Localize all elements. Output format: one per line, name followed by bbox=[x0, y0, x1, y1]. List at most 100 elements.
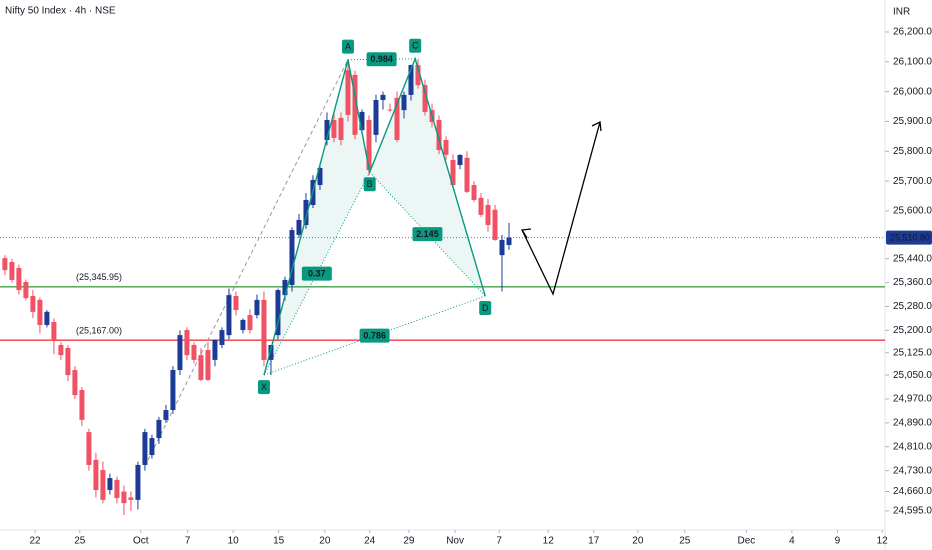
candle-body bbox=[219, 330, 225, 345]
candle-body bbox=[464, 157, 470, 192]
candle-body bbox=[352, 74, 358, 135]
point-box bbox=[409, 38, 422, 53]
currency: INR bbox=[893, 7, 910, 18]
candle-body bbox=[142, 432, 148, 465]
x-tick-label: Oct bbox=[133, 536, 149, 547]
y-tick-label: 26,000.00 bbox=[893, 86, 932, 97]
candle-body bbox=[387, 109, 393, 111]
candle-body bbox=[240, 319, 246, 331]
candle-body bbox=[324, 119, 330, 140]
candle-body bbox=[86, 432, 92, 465]
candle-body bbox=[9, 262, 15, 280]
price-tag-label: 25,510.80 bbox=[890, 232, 930, 242]
x-tick-label: 17 bbox=[588, 536, 600, 547]
candle-body bbox=[457, 154, 463, 166]
arrow-head bbox=[591, 121, 602, 132]
candle-body bbox=[331, 119, 337, 138]
y-tick-label: 24,970.00 bbox=[893, 394, 932, 405]
y-tick-label: 24,810.00 bbox=[893, 441, 932, 452]
candle-body bbox=[261, 299, 267, 360]
ratio-label: 0.786 bbox=[363, 330, 386, 340]
candle-body bbox=[380, 94, 386, 100]
candle-body bbox=[23, 282, 29, 299]
ratio-label: 2.145 bbox=[416, 229, 439, 239]
candle-body bbox=[275, 290, 281, 336]
x-tick-label: 7 bbox=[185, 536, 191, 547]
level-label: (25,167.00) bbox=[76, 326, 122, 336]
candle-body bbox=[443, 139, 449, 155]
candle-body bbox=[114, 479, 120, 499]
candle-body bbox=[100, 470, 106, 500]
candle-body bbox=[303, 199, 309, 226]
x-tick-label: 12 bbox=[543, 536, 555, 547]
candle-body bbox=[107, 478, 113, 491]
ratio-box bbox=[412, 227, 443, 242]
candle-body bbox=[212, 339, 218, 360]
point-box bbox=[363, 177, 376, 192]
x-tick-label: 15 bbox=[273, 536, 285, 547]
projection-arrow bbox=[521, 121, 601, 296]
candle-body bbox=[121, 491, 127, 504]
candle-body bbox=[51, 321, 57, 340]
candle-body bbox=[65, 347, 71, 376]
candle-body bbox=[135, 464, 141, 500]
candle-body bbox=[471, 185, 477, 200]
point-label: B bbox=[367, 179, 373, 189]
y-tick-label: 25,125.00 bbox=[893, 347, 932, 358]
x-tick-label: 25 bbox=[74, 536, 86, 547]
candle-body bbox=[205, 350, 211, 380]
y-tick-label: 25,900.00 bbox=[893, 116, 932, 127]
candle-body bbox=[366, 119, 372, 171]
y-tick-label: 25,700.00 bbox=[893, 176, 932, 187]
candle-body bbox=[163, 410, 169, 420]
candle-body bbox=[422, 85, 428, 112]
point-label: X bbox=[261, 382, 267, 392]
candle-body bbox=[282, 279, 288, 296]
y-tick-label: 25,280.00 bbox=[893, 301, 932, 312]
candle-body bbox=[79, 390, 85, 420]
candle-body bbox=[128, 497, 134, 500]
candle-body bbox=[401, 94, 407, 111]
y-tick-label: 24,660.00 bbox=[893, 486, 932, 497]
level-label: (25,345.95) bbox=[76, 272, 122, 282]
point-box bbox=[257, 380, 270, 395]
y-tick-label: 25,800.00 bbox=[893, 146, 932, 157]
candle-body bbox=[2, 258, 8, 271]
x-tick-label: Nov bbox=[446, 536, 464, 547]
x-tick-label: 20 bbox=[632, 536, 644, 547]
candle-body bbox=[156, 419, 162, 439]
candle-body bbox=[184, 330, 190, 356]
x-tick-label: Dec bbox=[737, 536, 755, 547]
y-tick-label: 25,050.00 bbox=[893, 370, 932, 381]
candle-body bbox=[506, 237, 512, 246]
candle-body bbox=[198, 355, 204, 380]
x-tick-label: 12 bbox=[877, 536, 889, 547]
price-tag bbox=[886, 230, 932, 245]
candle-body bbox=[93, 459, 99, 491]
candle-body bbox=[44, 311, 50, 325]
x-tick-label: 10 bbox=[228, 536, 240, 547]
x-tick-label: 29 bbox=[403, 536, 415, 547]
ratio-label: 0.37 bbox=[308, 269, 326, 279]
candle-body bbox=[254, 299, 260, 316]
y-tick-label: 24,595.00 bbox=[893, 506, 932, 517]
candle-body bbox=[478, 197, 484, 215]
candle-body bbox=[30, 296, 36, 312]
x-tick-label: 22 bbox=[29, 536, 41, 547]
ratio-label: 0.984 bbox=[370, 54, 393, 64]
y-tick-label: 26,200.00 bbox=[893, 27, 932, 38]
candle-body bbox=[149, 438, 155, 456]
candle-body bbox=[37, 299, 43, 325]
y-tick-label: 25,200.00 bbox=[893, 325, 932, 336]
candle-body bbox=[233, 296, 239, 311]
y-tick-label: 25,440.00 bbox=[893, 253, 932, 264]
candle-body bbox=[450, 159, 456, 186]
x-tick-label: 25 bbox=[679, 536, 691, 547]
ratio-box bbox=[301, 266, 332, 281]
candle-body bbox=[296, 219, 302, 235]
candle-body bbox=[415, 65, 421, 86]
candle-body bbox=[359, 111, 365, 131]
y-tick-label: 24,730.00 bbox=[893, 465, 932, 476]
candle-body bbox=[170, 370, 176, 411]
